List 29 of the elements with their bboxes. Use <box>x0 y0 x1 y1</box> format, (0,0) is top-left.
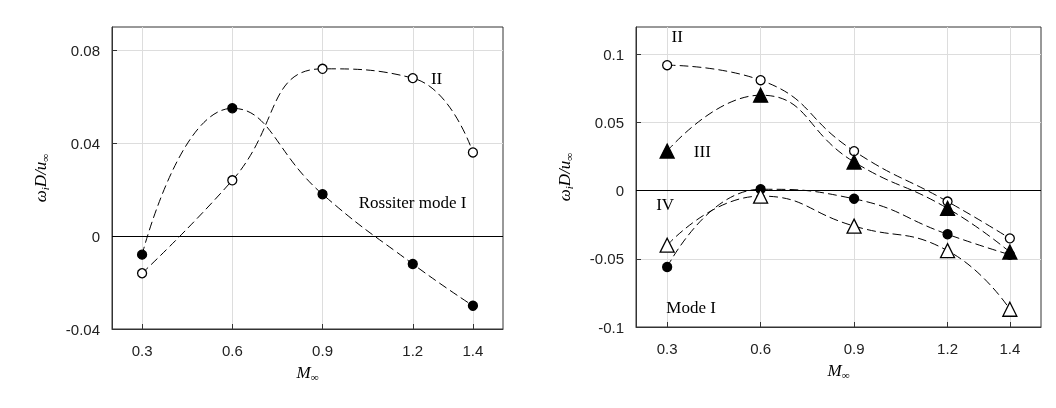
x-axis-title: M∞ <box>295 363 319 383</box>
x-tick-label: 0.6 <box>750 340 772 357</box>
y-tick-label: 0.1 <box>603 45 624 63</box>
x-tick-label: 1.2 <box>402 342 424 359</box>
series-label: Rossiter mode I <box>358 192 467 212</box>
x-axis-title: M∞ <box>826 361 850 381</box>
series-label: II <box>430 68 443 88</box>
x-tick-label: 0.3 <box>131 342 153 359</box>
x-tick-label: 1.4 <box>999 340 1021 357</box>
series-label: II <box>671 27 684 47</box>
series-label: IV <box>656 194 675 214</box>
series-label: III <box>693 141 712 161</box>
x-tick-label: 0.6 <box>221 342 243 359</box>
y-axis-title: ωiD/u∞ <box>555 152 575 202</box>
series-label: Mode I <box>666 298 717 318</box>
x-tick-label: 1.4 <box>462 342 484 359</box>
y-tick-label: -0.04 <box>65 320 100 338</box>
y-tick-label: -0.1 <box>598 318 624 336</box>
y-tick-label: -0.05 <box>589 250 624 268</box>
y-tick-label: 0 <box>91 227 100 245</box>
x-tick-label: 0.9 <box>312 342 333 359</box>
x-tick-label: 1.2 <box>937 340 958 357</box>
y-tick-label: 0.08 <box>70 41 100 59</box>
y-tick-label: 0.04 <box>70 134 100 152</box>
y-tick-label: 0.05 <box>594 113 624 131</box>
x-tick-label: 0.3 <box>656 340 678 357</box>
x-tick-label: 0.9 <box>843 340 865 357</box>
y-tick-label: 0 <box>615 182 624 200</box>
y-axis-title: ωiD/u∞ <box>31 153 51 203</box>
